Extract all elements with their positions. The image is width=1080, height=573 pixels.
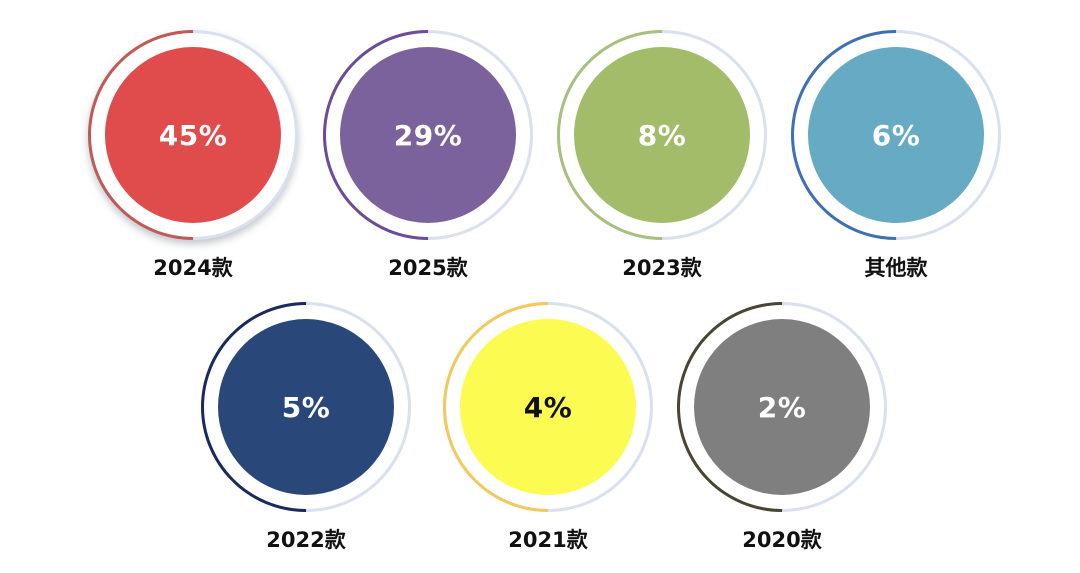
value-disc: 29% <box>340 47 516 223</box>
value-disc: 5% <box>218 319 394 495</box>
value-label: 45% <box>158 118 228 152</box>
category-label: 2025款 <box>388 256 468 280</box>
value-disc: 2% <box>694 319 870 495</box>
value-disc: 4% <box>460 319 636 495</box>
share-item: 6% 其他款 <box>747 0 1045 290</box>
share-item: 8% 2023款 <box>513 0 811 290</box>
category-label: 其他款 <box>864 256 928 280</box>
category-label: 2024款 <box>153 256 233 280</box>
value-label: 8% <box>637 118 687 152</box>
category-label: 2023款 <box>622 256 702 280</box>
value-label: 6% <box>871 118 921 152</box>
value-label: 29% <box>393 118 463 152</box>
category-label: 2020款 <box>742 528 822 552</box>
share-item: 45% 2024款 <box>44 0 342 290</box>
value-label: 4% <box>523 390 573 424</box>
value-disc: 8% <box>574 47 750 223</box>
share-item: 2% 2020款 <box>633 258 931 562</box>
share-item: 5% 2022款 <box>157 258 455 562</box>
share-item: 29% 2025款 <box>279 0 577 290</box>
value-label: 2% <box>757 390 807 424</box>
category-label: 2022款 <box>266 528 346 552</box>
category-label: 2021款 <box>508 528 588 552</box>
share-item: 4% 2021款 <box>399 258 697 562</box>
value-disc: 6% <box>808 47 984 223</box>
value-label: 5% <box>281 390 331 424</box>
value-disc: 45% <box>105 47 281 223</box>
